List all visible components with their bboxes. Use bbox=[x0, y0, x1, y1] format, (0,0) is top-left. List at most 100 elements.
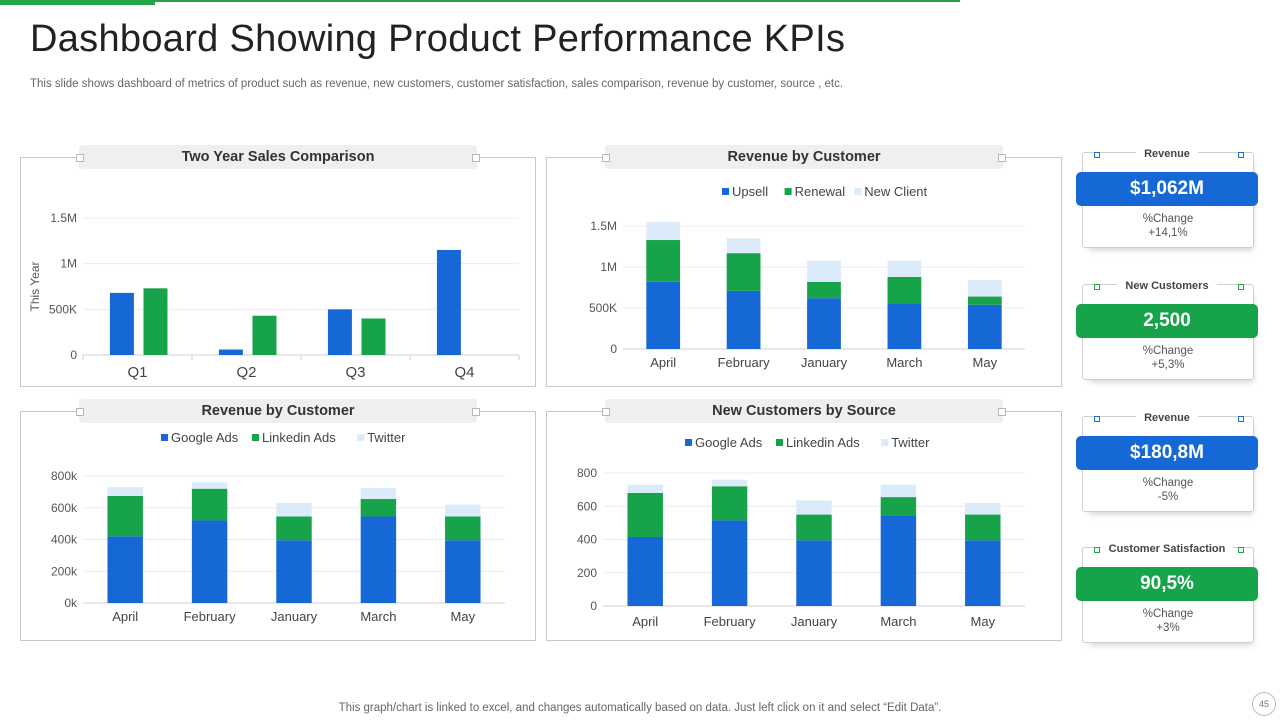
bar-google-ads bbox=[880, 515, 917, 606]
bar-linkedin-ads bbox=[191, 488, 228, 521]
kpi-change-label: %Change bbox=[1142, 477, 1194, 489]
x-category-label: Q4 bbox=[454, 364, 474, 381]
legend-label: Linkedin Ads bbox=[262, 430, 336, 445]
revenue-by-customer-chart[interactable]: 0 500K 1M 1.5M Upsell Renewal New Client April F… bbox=[547, 158, 1063, 388]
sales-comparison-chart[interactable]: 0 500K 1M 1.5M This Year Q1 Q2 Q3 Q4 bbox=[21, 158, 537, 388]
bar-new-client bbox=[726, 238, 761, 254]
top-accent-bar bbox=[0, 0, 155, 5]
bar-google-ads bbox=[360, 516, 397, 603]
kpi-change-label: %Change bbox=[1142, 213, 1194, 225]
y-tick-label: 1M bbox=[60, 257, 77, 271]
x-category-label: March bbox=[886, 355, 922, 370]
bar-renewal bbox=[726, 253, 761, 291]
revenue-by-source-chart[interactable]: 0k 200k 400k 600k 800k Google Ads Linkedin Ads… bbox=[21, 412, 537, 642]
legend-swatch bbox=[722, 188, 729, 195]
bar-renewal bbox=[807, 281, 841, 299]
legend-label: Twitter bbox=[367, 430, 406, 445]
x-category-label: May bbox=[451, 609, 476, 624]
x-category-label: January bbox=[791, 614, 838, 629]
page-title: Dashboard Showing Product Performance KP… bbox=[30, 18, 846, 60]
y-tick-label: 600 bbox=[577, 499, 597, 513]
y-tick-label: 600k bbox=[51, 501, 78, 515]
new-customers-by-source-chart[interactable]: 0 200 400 600 800 Google Ads Linkedin Ads Twitt… bbox=[547, 412, 1063, 642]
kpi-change: -5% bbox=[1157, 491, 1179, 503]
kpi-value: 90,5% bbox=[1076, 567, 1258, 601]
x-category-label: May bbox=[971, 614, 996, 629]
y-axis-title: This Year bbox=[28, 261, 42, 311]
y-tick-label: 1.5M bbox=[590, 219, 617, 233]
bar-upsell bbox=[807, 298, 841, 349]
chart-title: Revenue by Customer bbox=[76, 399, 480, 423]
bar-twitter bbox=[627, 484, 663, 493]
bar-twitter bbox=[107, 487, 143, 496]
chart-title: New Customers by Source bbox=[602, 399, 1006, 423]
kpi-corner-marker bbox=[1238, 416, 1244, 422]
x-category-label: Q1 bbox=[127, 364, 147, 381]
x-category-label: Q3 bbox=[345, 364, 365, 381]
bar-linkedin-ads bbox=[796, 514, 832, 541]
kpi-change: +5,3% bbox=[1151, 359, 1185, 371]
x-category-label: April bbox=[632, 614, 658, 629]
bar-google-ads bbox=[627, 537, 663, 606]
page-number: 45 bbox=[1252, 692, 1276, 716]
legend-swatch bbox=[881, 439, 889, 446]
y-tick-label: 200k bbox=[51, 564, 78, 578]
kpi-label: New Customers bbox=[1117, 280, 1217, 292]
footer-note: This graph/chart is linked to excel, and… bbox=[338, 702, 942, 714]
kpi-change: +14,1% bbox=[1148, 227, 1188, 239]
page-subtitle: This slide shows dashboard of metrics of… bbox=[30, 78, 844, 90]
bar-twitter bbox=[191, 482, 228, 489]
bar-linkedin-ads bbox=[711, 486, 748, 521]
bar-new-client bbox=[967, 280, 1002, 297]
kpi-corner-marker bbox=[1094, 152, 1100, 158]
chart-panel-sales-comparison[interactable]: Two Year Sales Comparison 0 500K 1M 1.5M Thi… bbox=[20, 145, 537, 388]
y-tick-label: 200 bbox=[577, 566, 597, 580]
legend-label: Linkedin Ads bbox=[786, 435, 860, 450]
y-tick-label: 0 bbox=[70, 348, 77, 362]
bar-linkedin-ads bbox=[360, 499, 397, 517]
bar-this-year bbox=[327, 309, 352, 355]
chart-panel-new-customers-by-source[interactable]: New Customers by Source 0 200 400 600 800 Goo… bbox=[546, 399, 1063, 642]
bar-twitter bbox=[276, 502, 312, 517]
kpi-value: 2,500 bbox=[1076, 304, 1258, 338]
kpi-change-label: %Change bbox=[1142, 345, 1194, 357]
legend-label: Google Ads bbox=[695, 435, 763, 450]
bar-twitter bbox=[880, 484, 917, 498]
bar-linkedin-ads bbox=[627, 492, 663, 538]
bar-twitter bbox=[360, 487, 397, 500]
chart-panel-revenue-by-customer-2[interactable]: Revenue by Customer 0k 200k 400k 600k 800k Go… bbox=[20, 399, 537, 642]
chart-panel-revenue-by-customer-1[interactable]: Revenue by Customer 0 500K 1M 1.5M Upsell Ren… bbox=[546, 145, 1063, 388]
x-category-label: January bbox=[801, 355, 848, 370]
y-tick-label: 0k bbox=[64, 596, 78, 610]
y-tick-label: 400k bbox=[51, 533, 78, 547]
bar-last-year bbox=[143, 288, 168, 355]
kpi-corner-marker bbox=[1094, 284, 1100, 290]
y-tick-label: 800 bbox=[577, 466, 597, 480]
bar-last-year bbox=[252, 315, 277, 355]
chart-title: Revenue by Customer bbox=[602, 145, 1006, 169]
bar-google-ads bbox=[965, 540, 1001, 606]
chart-title: Two Year Sales Comparison bbox=[76, 145, 480, 169]
kpi-corner-marker bbox=[1238, 152, 1244, 158]
bar-google-ads bbox=[107, 536, 143, 603]
top-accent-line bbox=[155, 0, 960, 2]
bar-twitter bbox=[445, 504, 481, 517]
kpi-label: Revenue bbox=[1136, 412, 1198, 424]
legend-swatch bbox=[357, 434, 365, 441]
legend-swatch bbox=[854, 188, 862, 195]
x-category-label: April bbox=[650, 355, 676, 370]
y-tick-label: 1.5M bbox=[50, 211, 77, 225]
bar-linkedin-ads bbox=[276, 516, 312, 541]
x-category-label: Q2 bbox=[236, 364, 256, 381]
bar-google-ads bbox=[276, 540, 312, 603]
y-tick-label: 400 bbox=[577, 533, 597, 547]
legend-label: Twitter bbox=[891, 435, 930, 450]
kpi-value: $1,062M bbox=[1076, 172, 1258, 206]
y-tick-label: 800k bbox=[51, 469, 78, 483]
legend-label: New Client bbox=[864, 184, 927, 199]
x-category-label: March bbox=[880, 614, 916, 629]
kpi-label: Revenue bbox=[1136, 148, 1198, 160]
legend-label: Google Ads bbox=[171, 430, 239, 445]
bar-last-year bbox=[361, 318, 386, 355]
bar-renewal bbox=[887, 276, 922, 304]
